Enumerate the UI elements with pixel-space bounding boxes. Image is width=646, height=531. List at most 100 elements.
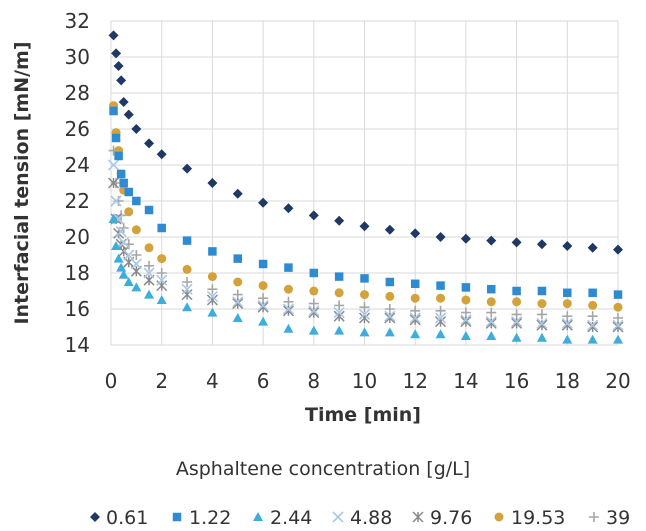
point-4.88-20 bbox=[460, 314, 472, 326]
x-tick-label-2: 4 bbox=[206, 369, 219, 393]
point-19.53-12 bbox=[258, 281, 268, 291]
point-19.53-20 bbox=[461, 295, 471, 305]
point-0.61-20 bbox=[460, 233, 471, 244]
point-4.88-7 bbox=[143, 267, 155, 279]
point-0.61-15 bbox=[334, 215, 345, 226]
point-0.61-4 bbox=[118, 97, 129, 107]
point-0.61-0 bbox=[108, 30, 119, 41]
point-9.76-18 bbox=[409, 314, 421, 326]
point-39-23 bbox=[536, 309, 547, 320]
point-39-26 bbox=[613, 313, 623, 323]
point-9.76-25 bbox=[587, 321, 599, 333]
point-1.22-21 bbox=[487, 284, 496, 294]
x-tick-label-8: 16 bbox=[504, 369, 529, 393]
point-39-22 bbox=[511, 309, 522, 320]
point-4.88-10 bbox=[206, 290, 218, 302]
series-0.61 bbox=[108, 30, 623, 255]
x-tick-label-0: 0 bbox=[105, 369, 118, 393]
point-19.53-17 bbox=[385, 291, 395, 301]
point-2.44-10 bbox=[207, 307, 218, 317]
legend-marker-2.44 bbox=[253, 512, 263, 521]
point-19.53-25 bbox=[588, 300, 598, 310]
point-2.44-24 bbox=[562, 334, 573, 344]
point-19.53-14 bbox=[309, 286, 319, 296]
point-2.44-9 bbox=[182, 302, 193, 312]
point-39-13 bbox=[283, 296, 294, 307]
point-9.76-12 bbox=[257, 301, 269, 313]
point-2.44-21 bbox=[486, 331, 497, 340]
legend-marker-19.53 bbox=[494, 512, 504, 522]
point-4.88-6 bbox=[130, 258, 142, 270]
point-0.61-2 bbox=[113, 61, 124, 71]
point-9.76-17 bbox=[384, 312, 396, 324]
point-0.61-17 bbox=[384, 224, 395, 235]
point-0.61-14 bbox=[308, 210, 319, 221]
x-tick-labels: 0 2 4 6 8 10 12 14 16 18 20 bbox=[105, 369, 631, 393]
point-1.22-25 bbox=[588, 288, 597, 298]
point-2.44-0 bbox=[108, 214, 119, 223]
point-9.76-23 bbox=[536, 319, 548, 331]
series-39 bbox=[108, 145, 623, 323]
point-1.22-9 bbox=[182, 236, 192, 245]
point-4.88-0 bbox=[107, 159, 120, 171]
y-tick-label-7: 28 bbox=[65, 81, 90, 105]
point-9.76-11 bbox=[232, 298, 244, 310]
point-19.53-24 bbox=[562, 299, 572, 309]
x-tick-label-5: 10 bbox=[352, 369, 377, 393]
y-tick-labels: 14 16 18 20 22 24 26 28 30 32 bbox=[65, 9, 90, 357]
point-4.88-1 bbox=[110, 195, 122, 207]
legend-item-19.53: 19.53 bbox=[494, 507, 565, 529]
point-19.53-26 bbox=[613, 302, 623, 312]
series-19.53 bbox=[109, 101, 623, 312]
point-2.44-19 bbox=[435, 329, 446, 339]
legend-marker-0.61 bbox=[90, 512, 100, 522]
point-0.61-16 bbox=[359, 221, 370, 232]
x-tick-label-4: 8 bbox=[307, 369, 320, 393]
point-19.53-19 bbox=[436, 293, 446, 303]
point-4.88-13 bbox=[282, 303, 295, 315]
point-19.53-8 bbox=[157, 254, 167, 264]
point-2.44-20 bbox=[460, 331, 471, 340]
point-2.44-17 bbox=[384, 327, 395, 337]
legend-marker-39 bbox=[589, 512, 599, 522]
series-2.44 bbox=[108, 214, 623, 344]
point-4.88-22 bbox=[511, 316, 523, 328]
point-2.44-11 bbox=[232, 313, 243, 322]
point-9.76-24 bbox=[561, 319, 573, 331]
point-39-6 bbox=[131, 250, 142, 260]
point-4.88-17 bbox=[384, 310, 396, 322]
point-0.61-6 bbox=[131, 124, 142, 134]
point-1.22-22 bbox=[512, 286, 521, 296]
point-0.61-13 bbox=[283, 203, 294, 214]
point-0.61-25 bbox=[587, 242, 598, 253]
legend-label-19.53: 19.53 bbox=[511, 507, 565, 529]
point-4.88-3 bbox=[115, 226, 127, 238]
y-tick-label-1: 16 bbox=[65, 297, 90, 321]
point-0.61-23 bbox=[536, 239, 547, 250]
point-9.76-22 bbox=[511, 317, 523, 329]
point-2.44-15 bbox=[334, 325, 345, 335]
point-4.88-15 bbox=[333, 307, 345, 319]
point-0.61-5 bbox=[123, 109, 134, 120]
point-0.61-8 bbox=[156, 149, 167, 160]
legend-label-9.76: 9.76 bbox=[430, 507, 472, 529]
point-2.44-25 bbox=[587, 334, 598, 344]
point-39-25 bbox=[587, 311, 598, 322]
point-1.22-3 bbox=[116, 169, 126, 179]
point-0.61-7 bbox=[144, 138, 155, 149]
point-39-19 bbox=[435, 305, 446, 316]
y-tick-label-0: 14 bbox=[65, 333, 90, 357]
point-2.44-1 bbox=[111, 241, 122, 250]
point-1.22-1 bbox=[111, 133, 121, 143]
point-1.22-19 bbox=[436, 281, 445, 290]
point-19.53-13 bbox=[283, 284, 293, 294]
series-1.22 bbox=[109, 106, 623, 299]
x-tick-label-9: 18 bbox=[555, 369, 580, 393]
legend-marker-9.76 bbox=[412, 511, 424, 523]
point-19.53-16 bbox=[360, 290, 369, 300]
point-2.44-5 bbox=[123, 277, 134, 286]
point-0.61-18 bbox=[410, 228, 421, 239]
y-tick-label-8: 30 bbox=[65, 45, 90, 69]
legend-item-4.88: 4.88 bbox=[332, 507, 392, 529]
legend-item-9.76: 9.76 bbox=[412, 507, 472, 529]
